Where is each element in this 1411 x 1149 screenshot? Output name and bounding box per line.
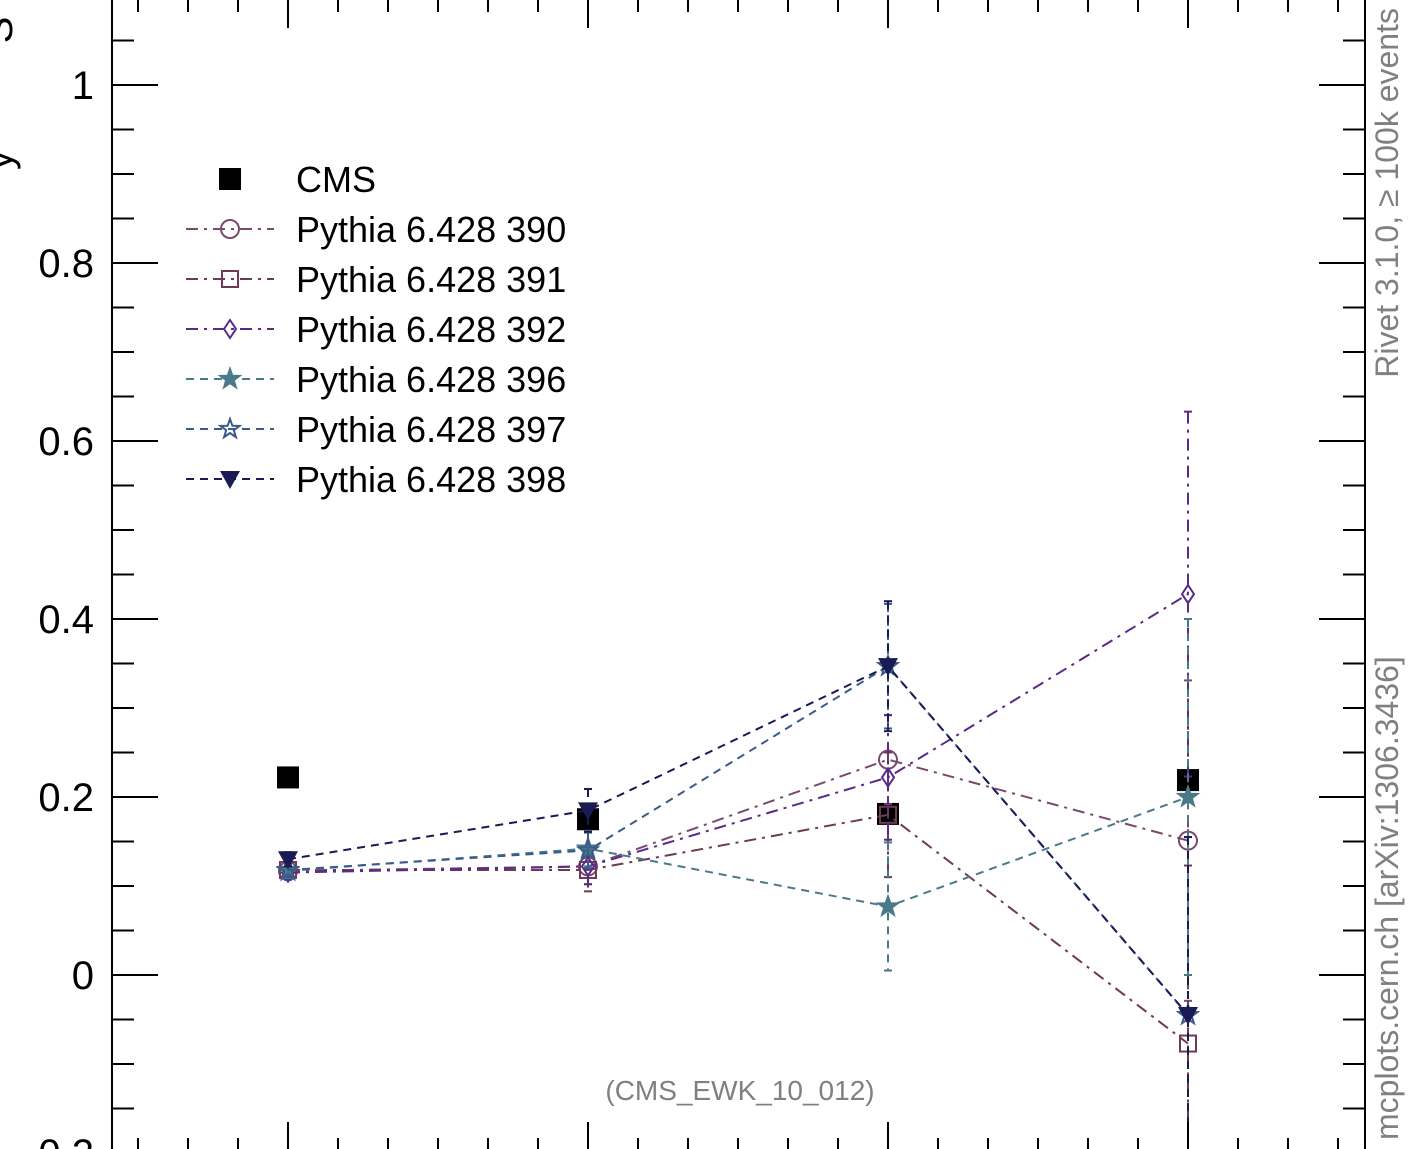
data-point <box>277 766 299 789</box>
legend-label: Pythia 6.428 397 <box>296 409 566 450</box>
series-line <box>288 813 1189 1045</box>
series-line <box>287 796 1189 908</box>
data-point <box>875 893 901 918</box>
series-line <box>287 758 1189 872</box>
legend-marker <box>221 270 239 288</box>
y-tick-label: 1 <box>72 64 94 108</box>
y-tick-label: 0.2 <box>38 776 94 820</box>
legend-entry: CMS <box>219 159 376 200</box>
legend-entry: Pythia 6.428 397 <box>186 409 566 450</box>
y-axis-label-fragment: S <box>0 17 21 44</box>
series-6 <box>278 600 1198 1149</box>
data-point <box>575 837 601 861</box>
legend-label: Pythia 6.428 398 <box>296 459 566 500</box>
legend-label: CMS <box>296 159 376 200</box>
legend-label: Pythia 6.428 391 <box>296 259 566 300</box>
side-label-top: Rivet 3.1.0, ≥ 100k events <box>1369 8 1405 378</box>
data-point <box>278 851 298 870</box>
legend-label: Pythia 6.428 396 <box>296 359 566 400</box>
y-tick-label: 0 <box>72 954 94 998</box>
series-line <box>287 664 1189 1016</box>
legend-marker <box>217 365 243 390</box>
data-point <box>1178 1007 1198 1026</box>
y-tick-label: 0.4 <box>38 598 94 642</box>
legend-entry: Pythia 6.428 398 <box>186 459 566 500</box>
legend-marker <box>219 168 241 190</box>
legend-entry: Pythia 6.428 390 <box>186 209 566 250</box>
legend-marker <box>222 318 238 340</box>
y-tick-label: -0.2 <box>25 1132 94 1149</box>
legend-marker <box>220 471 240 489</box>
y-tick-label: 0.8 <box>38 242 94 286</box>
legend-entry: Pythia 6.428 396 <box>186 359 566 400</box>
data-point <box>880 766 896 789</box>
side-label-bottom: mcplots.cern.ch [arXiv:1306.3436] <box>1369 656 1405 1140</box>
y-tick-label: 0.6 <box>38 420 94 464</box>
data-point <box>275 857 301 881</box>
series-line <box>287 593 1189 874</box>
legend-label: Pythia 6.428 392 <box>296 309 566 350</box>
legend-marker <box>217 415 243 440</box>
data-point <box>580 855 596 878</box>
legend-entry: Pythia 6.428 391 <box>186 259 566 300</box>
analysis-label: (CMS_EWK_10_012) <box>605 1075 874 1106</box>
data-point <box>1175 783 1201 808</box>
data-point <box>578 802 598 821</box>
y-axis-label-fragment: y <box>0 150 21 170</box>
legend-entry: Pythia 6.428 392 <box>186 309 566 350</box>
legend-label: Pythia 6.428 390 <box>296 209 566 250</box>
data-point <box>878 658 898 677</box>
legend-marker <box>220 219 240 239</box>
data-point <box>1180 583 1196 605</box>
